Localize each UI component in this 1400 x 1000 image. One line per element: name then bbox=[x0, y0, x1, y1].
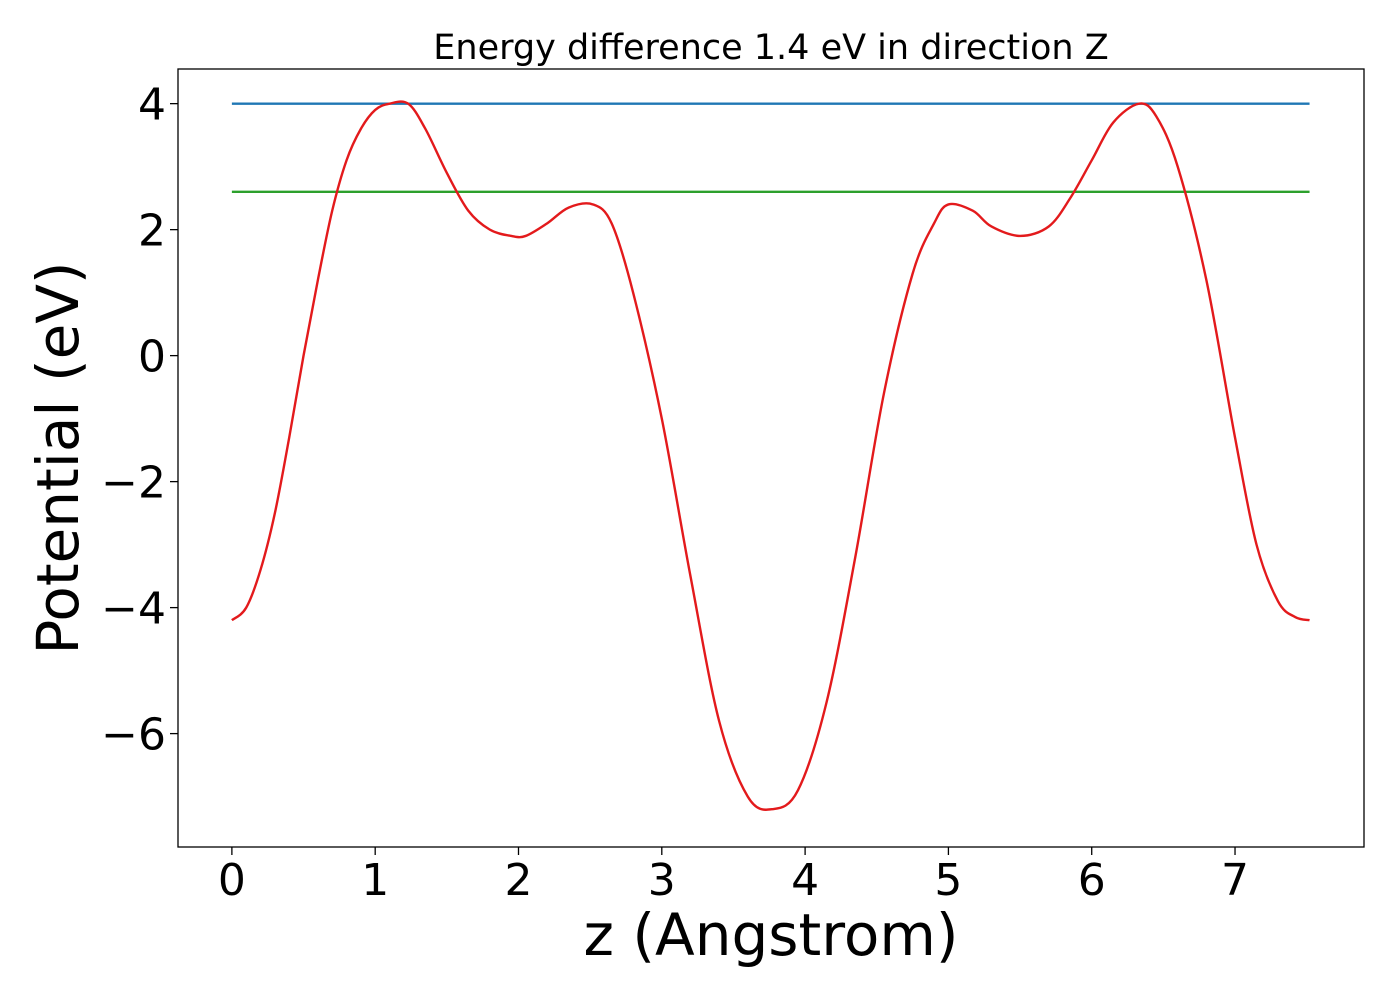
y-axis-label: Potential (eV) bbox=[24, 261, 92, 654]
x-tick-label: 0 bbox=[218, 855, 246, 906]
x-tick-label: 7 bbox=[1221, 855, 1249, 906]
x-tick-label: 1 bbox=[361, 855, 389, 906]
y-tick-label: −6 bbox=[101, 710, 166, 761]
y-tick-label: 2 bbox=[138, 206, 166, 257]
x-axis-label: z (Angstrom) bbox=[584, 901, 959, 969]
x-tick-label: 6 bbox=[1078, 855, 1106, 906]
y-tick-label: −2 bbox=[101, 458, 166, 509]
y-axis: 4 2 0 −2 −4 −6 bbox=[101, 80, 178, 761]
x-tick-label: 3 bbox=[648, 855, 676, 906]
x-tick-label: 4 bbox=[791, 855, 819, 906]
series-line-red bbox=[231, 100, 1310, 811]
y-tick-label: −4 bbox=[101, 584, 166, 635]
x-axis: 0 1 2 3 4 5 6 7 bbox=[218, 847, 1249, 906]
plot-area bbox=[231, 100, 1310, 811]
axes-frame bbox=[177, 68, 1365, 848]
y-tick-label: 0 bbox=[138, 332, 166, 383]
x-tick-label: 2 bbox=[504, 855, 532, 906]
x-tick-label: 5 bbox=[934, 855, 962, 906]
chart-title: Energy difference 1.4 eV in direction Z bbox=[433, 28, 1108, 68]
y-tick-label: 4 bbox=[138, 80, 166, 131]
